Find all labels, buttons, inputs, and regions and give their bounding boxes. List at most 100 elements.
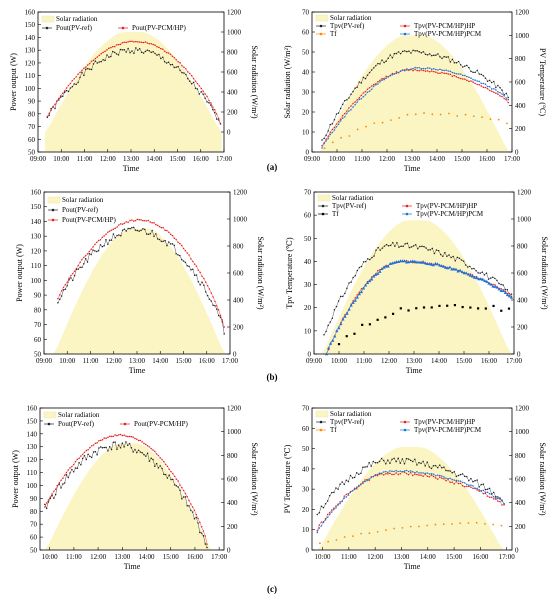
x-axis-label: Time: [404, 164, 421, 173]
y-tick-label: 100: [31, 277, 42, 285]
y-tick-label: 110: [25, 72, 36, 80]
panel-label-b: (b): [267, 372, 278, 382]
series-line: [321, 69, 509, 146]
data-point: [337, 343, 341, 346]
y2-tick-label: 1200: [227, 9, 242, 17]
data-point: [385, 529, 387, 531]
y2-tick-label: 200: [227, 109, 238, 117]
data-point: [356, 128, 359, 131]
solar-radiation-area: [44, 443, 212, 550]
y2-tick-label: 800: [515, 452, 526, 460]
data-point: [361, 323, 364, 326]
chart-c-power: 50 60 70 80 90 100 110 120 130 140 150 160 0 200 400 60…: [11, 405, 259, 572]
legend-swatch-radiation: [315, 410, 329, 418]
data-point: [500, 309, 503, 312]
x-tick-label: 16:00: [187, 553, 203, 561]
y-tick-label: 130: [25, 47, 36, 55]
y2-axis-label: Solar radiation (W/m²): [538, 442, 547, 515]
data-point: [223, 333, 225, 335]
y-tick-label: 50: [302, 445, 310, 453]
solar-radiation-area: [319, 35, 510, 153]
x-tick-label: 12:00: [106, 357, 122, 365]
series-line: [321, 49, 509, 141]
x-tick-label: 12:00: [381, 357, 397, 365]
y-tick-label: 60: [302, 29, 310, 37]
y-tick-label: 10: [302, 129, 310, 137]
x-tick-label: 15:00: [446, 553, 462, 561]
y-tick-label: 0: [306, 547, 310, 555]
series-line: [321, 67, 509, 149]
y2-tick-label: 1200: [227, 405, 242, 413]
y2-tick-label: 200: [517, 324, 528, 332]
y2-axis-label: Solar radiation (W/m²): [256, 236, 265, 309]
legend-label: Solar radiation: [62, 196, 104, 204]
series-line: [317, 457, 505, 515]
data-point: [411, 259, 415, 263]
x-axis-label: Time: [124, 562, 141, 571]
y2-tick-label: 0: [517, 351, 521, 359]
legend-swatch-radiation: [47, 196, 61, 204]
y2-tick-label: 600: [227, 69, 238, 77]
data-point: [431, 113, 434, 116]
legend-label: Tf: [330, 426, 337, 434]
y-tick-label: 20: [302, 109, 310, 117]
data-point: [446, 304, 449, 307]
panel-label-a: (a): [267, 162, 278, 172]
legend-swatch-marker: [403, 24, 407, 28]
y2-tick-label: 0: [515, 149, 519, 157]
data-point: [434, 523, 437, 526]
x-tick-label: 13:00: [406, 357, 422, 365]
y2-tick-label: 600: [233, 270, 244, 278]
legend-swatch-marker: [123, 422, 127, 426]
data-point: [492, 523, 495, 526]
y-tick-label: 0: [306, 149, 310, 157]
x-axis-label: Time: [123, 164, 140, 173]
legend-swatch-marker: [405, 204, 409, 208]
y-tick-label: 130: [31, 233, 42, 241]
data-point: [475, 521, 478, 524]
y2-tick-label: 800: [517, 243, 528, 251]
panel-label-c: (c): [267, 584, 277, 594]
x-axis-label: Time: [129, 366, 146, 375]
y2-tick-label: 400: [517, 297, 528, 305]
y-tick-label: 40: [302, 69, 310, 77]
y-tick-label: 70: [28, 123, 36, 131]
data-point: [506, 122, 508, 125]
legend-label: Tpv(PV-PCM/HP)HP: [414, 418, 475, 426]
y-tick-label: 120: [31, 247, 42, 255]
solar-radiation-area: [53, 228, 226, 354]
x-tick-label: 15:00: [163, 553, 179, 561]
data-point: [444, 265, 448, 269]
y2-tick-label: 400: [227, 499, 238, 507]
series-pcm_hp: [46, 40, 222, 125]
y-tick-label: 10: [302, 526, 310, 534]
y-tick-label: 90: [30, 495, 38, 503]
legend-label: Solar radiation: [58, 411, 100, 419]
data-point: [415, 260, 419, 264]
data-point: [481, 116, 484, 119]
legend-swatch-marker: [403, 32, 407, 36]
series-ref: [57, 226, 225, 335]
y-tick-label: 30: [304, 281, 312, 289]
series-tf: [318, 521, 503, 545]
y2-tick-label: 1000: [515, 428, 530, 436]
legend-label: Tpv(PV-ref): [332, 202, 367, 210]
y-axis-label: Power output (W): [15, 244, 24, 302]
y2-axis-label: Solar radiation (W/m²): [250, 45, 259, 118]
y-tick-label: 70: [302, 9, 310, 17]
y-tick-label: 150: [31, 203, 42, 211]
legend-label: Tpv(PV-ref): [330, 418, 365, 426]
y2-axis-label: Solar radiation (W/m²): [250, 442, 259, 515]
y-tick-label: 60: [302, 425, 310, 433]
y2-tick-label: 400: [227, 89, 238, 97]
series-tf_b: [337, 304, 511, 346]
series-line: [57, 227, 225, 334]
x-tick-label: 10:00: [42, 553, 58, 561]
y2-tick-label: 0: [227, 547, 231, 555]
data-point: [451, 523, 453, 525]
data-point: [456, 115, 459, 117]
series-ref: [46, 47, 222, 125]
y2-tick-label: 400: [515, 499, 526, 507]
legend-label: Tpv(PV-PCM/HP)HP: [416, 202, 477, 210]
